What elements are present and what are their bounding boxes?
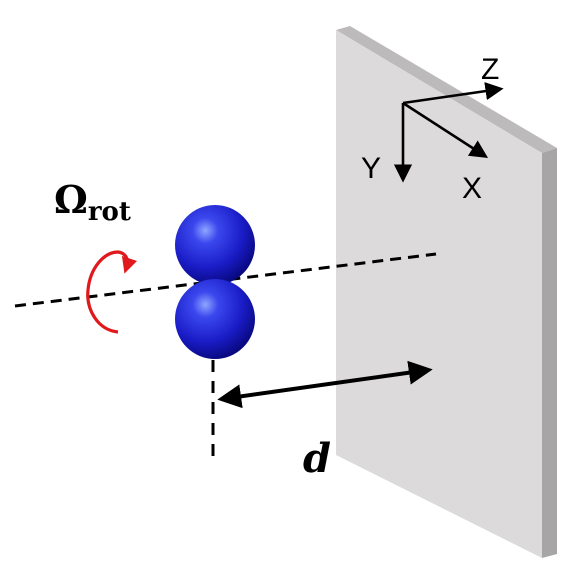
circular-arrow-icon xyxy=(86,250,138,334)
sphere-top xyxy=(175,205,255,285)
wall-side-edge xyxy=(542,148,557,558)
coordinate-axes xyxy=(393,82,504,183)
axis-label-y: Y xyxy=(361,152,381,185)
omega-rot-label: Ωrot xyxy=(54,177,131,227)
axis-label-x: X xyxy=(462,172,482,205)
dimer-spheres xyxy=(175,205,255,359)
wall-top-edge xyxy=(336,26,557,153)
sphere-bottom xyxy=(175,279,255,359)
omega-subscript: rot xyxy=(88,197,131,227)
x-axis-arrow xyxy=(402,101,489,158)
omega-symbol: Ω xyxy=(54,177,88,222)
distance-arrow xyxy=(217,360,433,409)
z-axis-arrow xyxy=(402,82,504,105)
axis-label-z: Z xyxy=(481,53,499,86)
distance-label: d xyxy=(303,435,331,482)
wall-face xyxy=(336,30,542,558)
wall xyxy=(336,26,557,558)
